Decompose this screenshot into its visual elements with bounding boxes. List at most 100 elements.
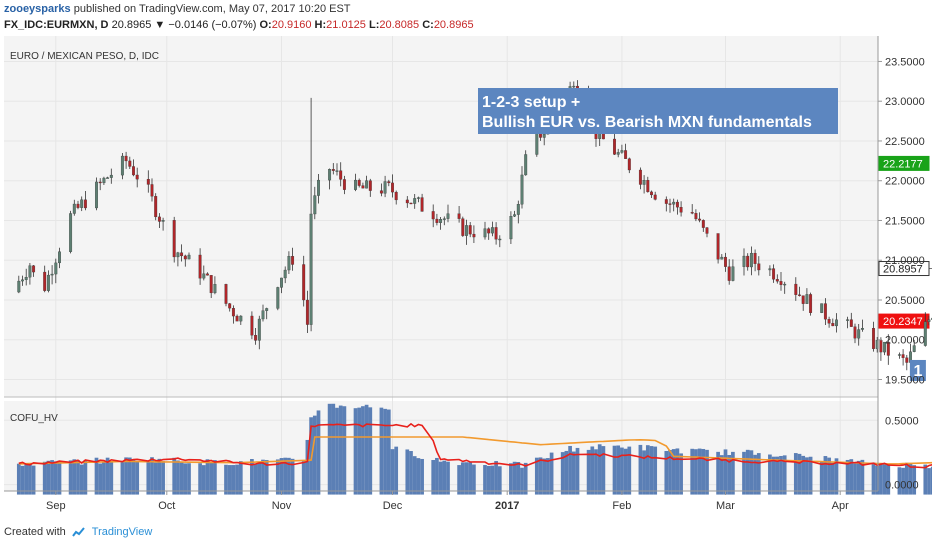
hv-bar — [305, 439, 310, 495]
candle — [846, 316, 850, 329]
hv-bar — [483, 465, 487, 495]
candle — [705, 226, 709, 238]
hv-bar — [464, 462, 469, 495]
candle — [409, 202, 413, 205]
candle — [102, 176, 106, 186]
candle — [231, 305, 235, 324]
candle — [180, 244, 184, 262]
price-tick-label: 23.0000 — [885, 96, 925, 108]
hv-bar — [830, 462, 835, 495]
position-tool[interactable]: Target: 1.3220 (6.33%) 13220, AmounStop:… — [878, 155, 932, 339]
candle — [150, 178, 154, 202]
candle — [524, 150, 528, 176]
time-tick-label: Apr — [832, 500, 849, 512]
hv-bar — [72, 459, 77, 495]
hv-bar — [620, 447, 624, 495]
candle — [727, 259, 731, 285]
price-tick-label: 20.5000 — [885, 295, 925, 307]
candle — [498, 235, 502, 248]
candle — [879, 337, 883, 361]
candle — [391, 174, 394, 198]
hv-bar — [638, 444, 643, 495]
candle — [228, 302, 232, 312]
candle — [135, 167, 139, 188]
candle — [698, 212, 702, 223]
hv-bar — [856, 460, 861, 495]
candle — [387, 179, 391, 187]
ohlc-line: FX_IDC:EURMXN, D 20.8965 ▼ −0.0146 (−0.0… — [4, 19, 474, 31]
candle — [860, 319, 864, 332]
tradingview-brand[interactable]: TradingView — [91, 526, 153, 538]
hv-bar — [238, 461, 243, 495]
hv-bar — [161, 461, 165, 495]
candle — [291, 247, 295, 271]
symbol-label: FX_IDC:EURMXN, D — [4, 19, 109, 31]
price-chart[interactable]: EURO / MEXICAN PESO, D, IDC COFU_HV Targ… — [0, 36, 932, 516]
hv-bar — [124, 457, 128, 495]
candle — [24, 268, 28, 286]
hv-bar — [264, 460, 269, 495]
author-username[interactable]: zooeysparks — [4, 3, 71, 15]
publish-line: zooeysparks published on TradingView.com… — [4, 3, 351, 15]
hv-bar — [560, 452, 565, 495]
hv-bar — [431, 460, 436, 495]
candle — [435, 213, 439, 226]
candle — [98, 178, 102, 191]
candle — [779, 271, 783, 291]
candle — [872, 321, 875, 352]
pivot-marker-1[interactable] — [909, 359, 926, 381]
hv-bar — [601, 446, 606, 495]
candle — [383, 175, 387, 198]
hv-bar — [520, 467, 524, 495]
candle — [516, 200, 520, 224]
hv-bar — [57, 460, 62, 495]
hv-bar — [331, 403, 336, 495]
candle — [749, 246, 753, 276]
candle — [627, 157, 631, 174]
hv-bar — [923, 464, 928, 495]
candle — [720, 254, 724, 260]
candle — [83, 190, 87, 211]
hv-bar — [250, 459, 254, 495]
candle — [883, 341, 887, 356]
hv-bar — [28, 463, 32, 495]
hv-bar — [719, 455, 724, 495]
setup-annotation-box[interactable] — [478, 88, 838, 134]
candle — [254, 328, 258, 345]
hv-bar — [509, 463, 513, 495]
hv-bar — [290, 458, 295, 495]
hv-bar — [275, 459, 280, 495]
candle — [224, 283, 228, 307]
hv-bar — [176, 460, 180, 495]
hv-bar — [201, 465, 206, 495]
candle — [823, 298, 827, 326]
hv-bar — [494, 461, 498, 495]
hv-bar — [253, 463, 258, 495]
candle — [183, 254, 187, 267]
hv-bar — [904, 462, 909, 495]
hv-bar — [257, 462, 262, 495]
hv-bar — [927, 468, 931, 495]
hv-bar — [497, 466, 502, 495]
hv-bar — [187, 463, 191, 495]
hv-bar — [705, 449, 709, 495]
hv-bar — [908, 462, 913, 495]
candle — [280, 277, 283, 294]
hv-bar — [135, 461, 140, 495]
hv-bar — [627, 446, 632, 495]
low-label: L: — [368, 19, 380, 31]
candle — [513, 210, 517, 218]
entry-price-tag: 20.8957 — [883, 264, 923, 276]
hv-bar — [775, 456, 780, 495]
candle — [261, 304, 265, 322]
created-with-text: Created with — [4, 526, 66, 538]
candle — [494, 222, 498, 245]
hv-bar — [749, 450, 754, 495]
hv-bar — [886, 464, 891, 495]
hv-bar — [753, 454, 757, 495]
annotations[interactable]: 1-2-3 setup + Bullish EUR vs. Bearish MXN… — [478, 88, 932, 381]
candle — [172, 216, 176, 263]
candle — [365, 175, 369, 189]
candle — [283, 266, 287, 284]
candle — [209, 275, 213, 299]
